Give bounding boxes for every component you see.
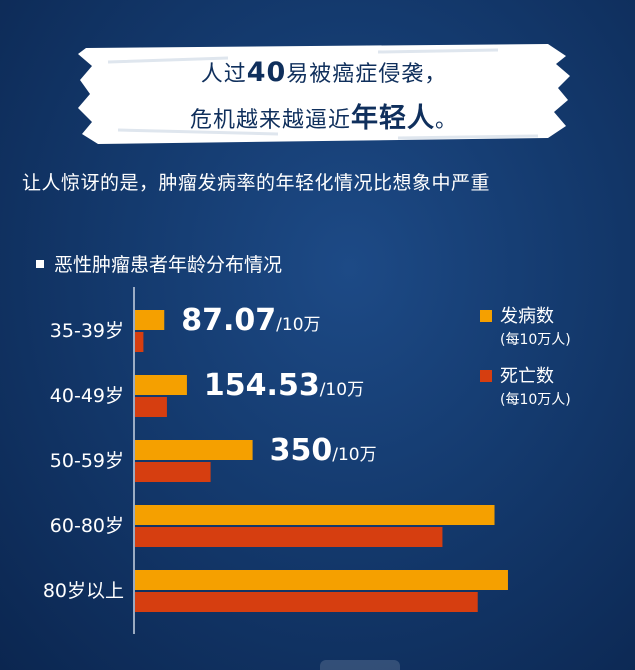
data-label: 350/10万 bbox=[270, 433, 377, 468]
bar-mortality bbox=[135, 592, 478, 612]
bar-mortality bbox=[135, 332, 144, 352]
bar-mortality bbox=[135, 397, 167, 417]
bar-mortality bbox=[135, 462, 211, 482]
headline-banner: 人过40易被癌症侵袭， 危机越来越逼近年轻人。 bbox=[78, 42, 570, 146]
bullet-square-icon bbox=[36, 259, 44, 268]
legend-sublabel: (每10万人) bbox=[500, 392, 571, 408]
headline-line-1: 人过40易被癌症侵袭， bbox=[200, 57, 448, 88]
bottom-decoration bbox=[320, 660, 400, 670]
bar-incidence bbox=[135, 375, 187, 395]
bar-incidence bbox=[135, 310, 165, 330]
category-label: 80岁以上 bbox=[43, 580, 124, 602]
data-label: 154.53/10万 bbox=[204, 368, 364, 403]
headline-line-2: 危机越来越逼近年轻人。 bbox=[189, 103, 459, 134]
legend-swatch bbox=[480, 370, 492, 382]
data-label: 87.07/10万 bbox=[181, 303, 320, 338]
legend-sublabel: (每10万人) bbox=[500, 332, 571, 348]
category-label: 35-39岁 bbox=[50, 320, 124, 342]
brush-stroke-background bbox=[78, 44, 570, 144]
category-label: 50-59岁 bbox=[50, 450, 124, 472]
bar-incidence bbox=[135, 570, 508, 590]
chart-title: 恶性肿瘤患者年龄分布情况 bbox=[36, 250, 282, 277]
subtitle: 让人惊讶的是，肿瘤发病率的年轻化情况比想象中严重 bbox=[22, 172, 491, 194]
bar-incidence bbox=[135, 505, 495, 525]
legend-label: 发病数 bbox=[500, 306, 554, 327]
category-label: 40-49岁 bbox=[50, 385, 124, 407]
category-label: 60-80岁 bbox=[50, 515, 124, 537]
legend-label: 死亡数 bbox=[500, 366, 554, 387]
legend-swatch bbox=[480, 310, 492, 322]
bar-mortality bbox=[135, 527, 443, 547]
bar-incidence bbox=[135, 440, 253, 460]
